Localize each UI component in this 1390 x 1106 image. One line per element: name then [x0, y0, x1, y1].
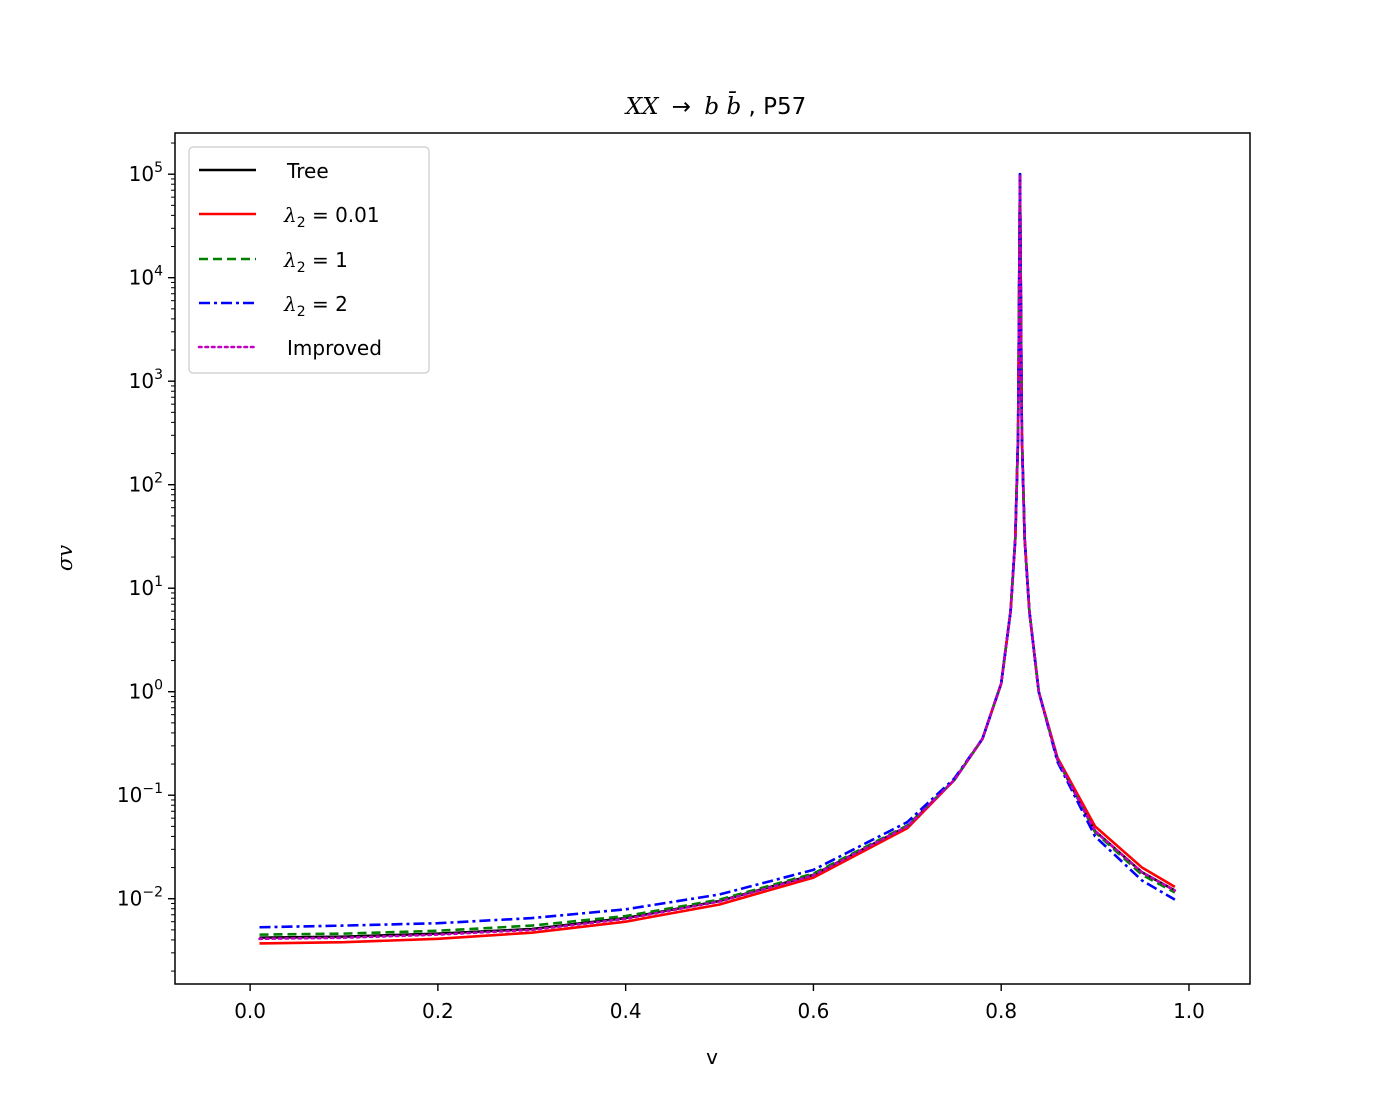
x-tick-label: 0.6: [798, 999, 830, 1023]
legend-label: λ2 = 0.01: [283, 203, 380, 231]
x-tick-label: 1.0: [1173, 999, 1205, 1023]
legend-label: Tree: [286, 159, 329, 183]
x-tick-label: 0.8: [985, 999, 1017, 1023]
y-tick-label: 102: [129, 471, 163, 497]
y-tick-label: 10−1: [117, 781, 163, 807]
y-axis-label: σv: [53, 545, 77, 571]
y-tick-label: 10−2: [117, 885, 163, 911]
legend-box: [188, 146, 430, 374]
y-tick-label: 103: [129, 367, 163, 393]
x-tick-label: 0.0: [234, 999, 266, 1023]
title-process-rhs: b: [704, 94, 719, 120]
x-tick-label: 0.2: [422, 999, 454, 1023]
y-tick-label: 101: [129, 574, 163, 600]
title-process-rhs-bar: b̄: [726, 92, 741, 120]
legend-label: λ2 = 1: [283, 248, 348, 276]
x-tick-label: 0.4: [610, 999, 642, 1023]
series-layer: [258, 172, 1177, 945]
y-tick-label: 104: [129, 264, 163, 290]
title-arrow: →: [672, 94, 691, 120]
y-tick-label: 100: [129, 678, 163, 704]
title-suffix: , P57: [748, 94, 806, 120]
series-line-4: [258, 172, 1177, 941]
chart-title: XX → b b̄ , P57: [624, 92, 807, 120]
legend: Tree λ2 = 0.01 λ2 = 1 λ2 = 2 Improved: [188, 146, 430, 374]
legend-label: Improved: [287, 336, 382, 360]
y-tick-label: 105: [129, 160, 163, 186]
x-axis-label: v: [706, 1045, 718, 1069]
y-axis-ticks: 10−2 10−1 100 101 102 103 104 105: [117, 160, 175, 911]
legend-label: λ2 = 2: [283, 292, 348, 320]
x-axis-ticks: 0.0 0.2 0.4 0.6 0.8 1.0: [234, 984, 1205, 1023]
title-process-lhs: XX: [624, 94, 660, 120]
plot-frame: [174, 132, 1251, 985]
y-axis-minor-ticks: [171, 142, 175, 972]
